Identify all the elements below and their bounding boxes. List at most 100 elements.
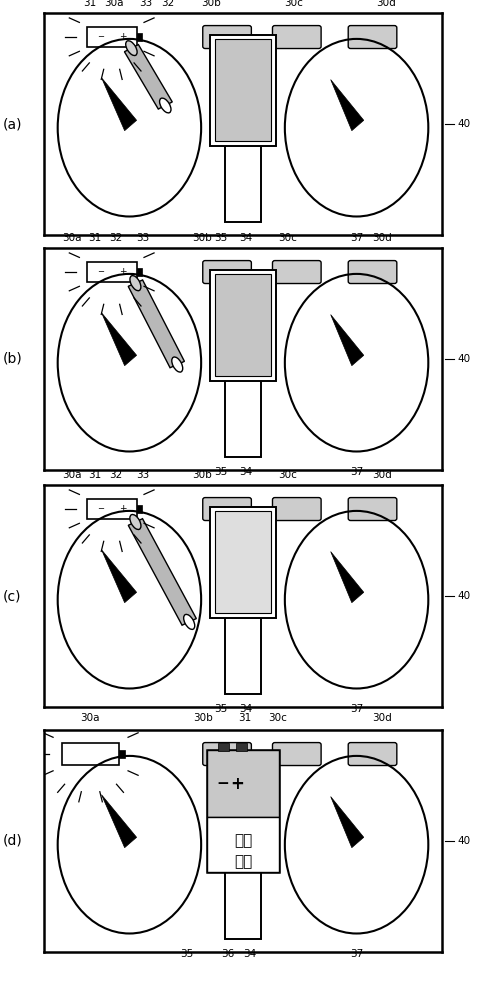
Polygon shape — [330, 80, 364, 131]
Text: 33: 33 — [136, 470, 149, 480]
Text: (b): (b) — [2, 352, 22, 366]
Text: 34: 34 — [239, 233, 252, 243]
Text: 40: 40 — [457, 836, 471, 846]
FancyBboxPatch shape — [273, 26, 321, 49]
Text: −: − — [217, 776, 229, 791]
Text: 35: 35 — [214, 467, 228, 477]
Bar — [207, 750, 279, 817]
Bar — [218, 743, 229, 751]
FancyBboxPatch shape — [203, 498, 251, 521]
Text: 30c: 30c — [269, 713, 287, 723]
Text: 37: 37 — [350, 704, 364, 714]
Bar — [87, 262, 137, 282]
Bar — [62, 743, 120, 765]
Polygon shape — [330, 315, 364, 366]
Text: 40: 40 — [457, 354, 471, 364]
Text: −: − — [97, 32, 104, 41]
Bar — [137, 505, 141, 513]
Text: 注意: 注意 — [234, 834, 252, 848]
Bar — [236, 743, 247, 751]
Text: +: + — [119, 504, 126, 513]
Text: 电池: 电池 — [234, 854, 252, 869]
Bar — [87, 27, 137, 47]
Bar — [210, 507, 276, 618]
Bar — [87, 499, 137, 519]
Text: 35: 35 — [214, 233, 228, 243]
FancyBboxPatch shape — [348, 26, 397, 49]
Text: 35: 35 — [180, 949, 194, 959]
FancyBboxPatch shape — [273, 498, 321, 521]
Text: +: + — [230, 775, 244, 793]
Text: 30a: 30a — [80, 713, 100, 723]
Bar — [137, 268, 141, 276]
Text: 30c: 30c — [278, 470, 297, 480]
Text: +: + — [119, 267, 126, 276]
Text: 34: 34 — [239, 704, 252, 714]
Text: 35: 35 — [214, 704, 228, 714]
Bar — [215, 274, 271, 376]
FancyBboxPatch shape — [273, 743, 321, 766]
Text: 30d: 30d — [372, 470, 392, 480]
Text: 30a: 30a — [62, 470, 82, 480]
Text: 40: 40 — [457, 119, 471, 129]
Text: 31: 31 — [88, 233, 102, 243]
Text: 30d: 30d — [372, 713, 392, 723]
Text: 36: 36 — [221, 949, 234, 959]
Text: 40: 40 — [457, 591, 471, 601]
Polygon shape — [102, 795, 137, 848]
Text: 32: 32 — [109, 233, 122, 243]
Text: 30b: 30b — [192, 470, 211, 480]
Text: 32: 32 — [109, 470, 122, 480]
Polygon shape — [128, 280, 185, 368]
Bar — [120, 750, 125, 758]
Polygon shape — [330, 552, 364, 603]
Text: 30a: 30a — [104, 0, 124, 8]
Ellipse shape — [130, 514, 141, 530]
Bar — [137, 33, 141, 41]
Ellipse shape — [126, 41, 137, 56]
Text: 30b: 30b — [192, 233, 211, 243]
Text: 33: 33 — [136, 233, 149, 243]
Ellipse shape — [159, 98, 171, 113]
Text: 31: 31 — [88, 470, 102, 480]
Bar — [207, 817, 279, 872]
Bar — [210, 270, 276, 381]
Text: (d): (d) — [2, 834, 22, 848]
Bar — [215, 511, 271, 613]
FancyBboxPatch shape — [203, 743, 251, 766]
Polygon shape — [330, 797, 364, 848]
Text: 37: 37 — [350, 233, 364, 243]
Text: −: − — [97, 267, 104, 276]
FancyBboxPatch shape — [203, 261, 251, 284]
Bar — [207, 750, 279, 872]
Text: 30b: 30b — [202, 0, 221, 8]
FancyBboxPatch shape — [348, 498, 397, 521]
Text: 34: 34 — [239, 467, 252, 477]
Text: 30b: 30b — [193, 713, 213, 723]
Text: 31: 31 — [238, 713, 251, 723]
Polygon shape — [102, 550, 137, 603]
Bar — [225, 141, 261, 222]
Text: 30c: 30c — [285, 0, 303, 8]
Bar — [215, 39, 271, 141]
Polygon shape — [102, 78, 137, 131]
Bar — [225, 872, 261, 939]
Bar — [225, 376, 261, 457]
Text: 34: 34 — [243, 949, 256, 959]
Text: 30c: 30c — [278, 233, 297, 243]
Text: 31: 31 — [83, 0, 97, 8]
Text: 37: 37 — [350, 467, 364, 477]
Bar — [210, 35, 276, 146]
FancyBboxPatch shape — [348, 261, 397, 284]
Text: (a): (a) — [2, 117, 22, 131]
Text: 30d: 30d — [377, 0, 396, 8]
Text: 33: 33 — [139, 0, 153, 8]
Text: 37: 37 — [350, 949, 364, 959]
Bar — [225, 613, 261, 694]
Polygon shape — [128, 519, 196, 625]
Text: 32: 32 — [161, 0, 174, 8]
Ellipse shape — [130, 276, 141, 291]
Text: (c): (c) — [3, 589, 21, 603]
FancyBboxPatch shape — [273, 261, 321, 284]
Text: −: − — [97, 504, 104, 513]
